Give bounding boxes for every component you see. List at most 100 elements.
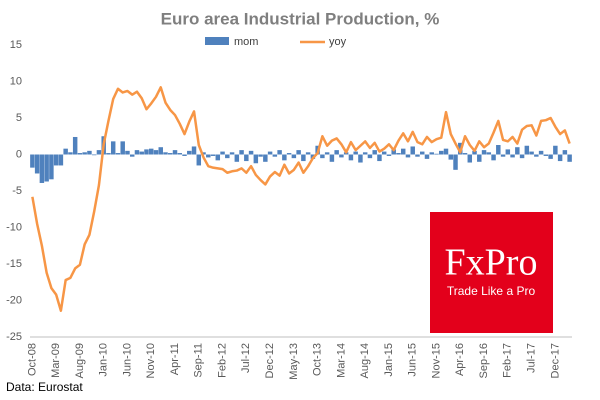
y-tick-label: -15	[6, 258, 22, 270]
y-tick-label: 10	[10, 75, 22, 87]
x-tick-label: Aug-09	[74, 343, 86, 378]
bar	[87, 150, 92, 155]
bar	[63, 148, 68, 155]
bar	[163, 152, 168, 155]
bar	[96, 150, 102, 155]
bar	[229, 152, 235, 155]
source: Data: Eurostat	[6, 380, 83, 394]
x-tick-label: Nov-15	[430, 343, 442, 378]
bar	[125, 150, 130, 155]
bar	[34, 154, 40, 174]
bar	[339, 154, 344, 158]
bar	[106, 153, 111, 155]
bar	[182, 154, 187, 156]
bar	[134, 150, 140, 155]
bar	[510, 154, 515, 158]
bar	[353, 151, 358, 155]
bar	[443, 148, 449, 155]
bar	[448, 154, 453, 160]
x-tick-label: Jan-10	[98, 343, 110, 377]
bar	[44, 154, 49, 182]
bar	[453, 154, 458, 170]
bar	[410, 146, 415, 155]
bar	[58, 154, 64, 166]
bar	[177, 153, 182, 155]
bar	[348, 154, 354, 161]
logo-tagline: Trade Like a Pro	[447, 284, 536, 298]
bar	[424, 154, 430, 159]
logo-brand: FxPro	[445, 242, 538, 284]
bar	[320, 154, 325, 159]
bar	[82, 152, 87, 155]
bar	[172, 150, 178, 155]
bar	[434, 153, 439, 155]
bar	[324, 152, 330, 155]
bar	[144, 149, 149, 155]
bar	[429, 152, 434, 155]
bar	[72, 136, 78, 155]
x-tick-label: Jul-17	[525, 343, 537, 373]
bar	[286, 153, 292, 155]
bar	[110, 141, 116, 155]
bar	[234, 154, 240, 162]
bar	[272, 154, 278, 157]
y-tick-label: -25	[6, 331, 22, 343]
bar	[367, 154, 373, 159]
x-tick-label: Sep-16	[478, 343, 490, 378]
bar	[496, 145, 501, 155]
bar	[168, 153, 173, 155]
bar	[158, 147, 163, 155]
bar	[505, 149, 511, 155]
bar	[524, 145, 530, 155]
bar	[49, 154, 54, 180]
bar	[244, 154, 249, 162]
legend-label: mom	[234, 36, 258, 48]
x-tick-label: Mar-14	[335, 343, 347, 378]
y-tick-label: 0	[16, 148, 22, 160]
x-tick-label: May-13	[288, 343, 300, 380]
bar	[557, 154, 563, 162]
bar	[529, 151, 534, 155]
bar	[77, 153, 83, 155]
bar	[477, 154, 482, 162]
bar	[248, 150, 254, 155]
bar	[334, 150, 339, 155]
logo-box	[430, 212, 553, 333]
bar	[215, 154, 221, 161]
bar	[562, 150, 568, 155]
bar	[420, 151, 425, 155]
y-tick-label: 5	[16, 112, 22, 124]
bar	[210, 154, 216, 156]
bar	[253, 154, 259, 164]
bar	[415, 154, 420, 157]
bar	[400, 148, 406, 155]
legend-swatch	[205, 37, 229, 45]
bar	[277, 150, 282, 155]
y-tick-label: -5	[12, 185, 22, 197]
bar	[206, 154, 211, 158]
bar	[491, 154, 496, 161]
bar	[305, 152, 311, 155]
bar	[439, 150, 444, 155]
bar	[225, 154, 230, 159]
x-tick-label: Jun-10	[121, 343, 133, 377]
bar	[534, 154, 539, 157]
x-tick-label: Feb-17	[502, 343, 514, 378]
bar	[296, 150, 301, 155]
bar	[548, 154, 553, 159]
bar	[196, 154, 202, 166]
bar	[220, 151, 225, 155]
bar	[120, 141, 125, 155]
bar	[239, 150, 244, 155]
bar	[515, 147, 520, 155]
legend-label: yoy	[329, 36, 347, 48]
chart-title: Euro area Industrial Production, %	[161, 9, 440, 28]
x-tick-label: Apr-16	[454, 343, 466, 376]
x-tick-label: Feb-12	[216, 343, 228, 378]
x-tick-label: Dec-17	[549, 343, 561, 378]
bar	[53, 154, 59, 166]
bar	[267, 151, 273, 155]
bar	[115, 153, 121, 155]
bar	[405, 154, 411, 158]
bar	[372, 150, 377, 155]
